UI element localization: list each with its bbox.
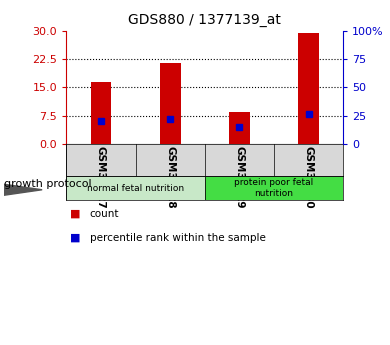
Text: GSM31628: GSM31628 — [165, 146, 175, 209]
Bar — [229, 112, 250, 144]
Bar — [90, 82, 111, 144]
Bar — [160, 63, 181, 144]
Text: ■: ■ — [70, 209, 81, 219]
Text: GSM31630: GSM31630 — [303, 146, 314, 209]
Text: GSM31629: GSM31629 — [234, 146, 245, 209]
Text: ■: ■ — [70, 233, 81, 243]
Text: count: count — [90, 209, 119, 219]
Polygon shape — [4, 184, 42, 195]
Bar — [66, 176, 205, 200]
Bar — [298, 33, 319, 144]
Text: normal fetal nutrition: normal fetal nutrition — [87, 184, 184, 193]
Text: percentile rank within the sample: percentile rank within the sample — [90, 233, 266, 243]
Bar — [205, 176, 343, 200]
Title: GDS880 / 1377139_at: GDS880 / 1377139_at — [128, 13, 281, 27]
Text: protein poor fetal
nutrition: protein poor fetal nutrition — [234, 178, 314, 198]
Text: GSM31627: GSM31627 — [96, 146, 106, 209]
Text: growth protocol: growth protocol — [4, 179, 92, 189]
